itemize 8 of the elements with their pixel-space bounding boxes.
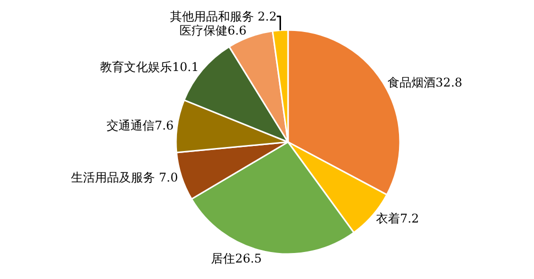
slice-label: 生活用品及服务 7.0 (71, 170, 178, 184)
slice-label: 交通通信7.6 (106, 118, 174, 133)
slice-label: 教育文化娱乐10.1 (100, 60, 199, 74)
slice-label: 居住26.5 (211, 251, 262, 266)
slice-label: 其他用品和服务 2.2 (170, 9, 277, 24)
slice-label: 医疗保健6.6 (179, 23, 247, 38)
slice-label: 衣着7.2 (376, 212, 420, 226)
slice-label: 食品烟酒32.8 (388, 76, 462, 90)
